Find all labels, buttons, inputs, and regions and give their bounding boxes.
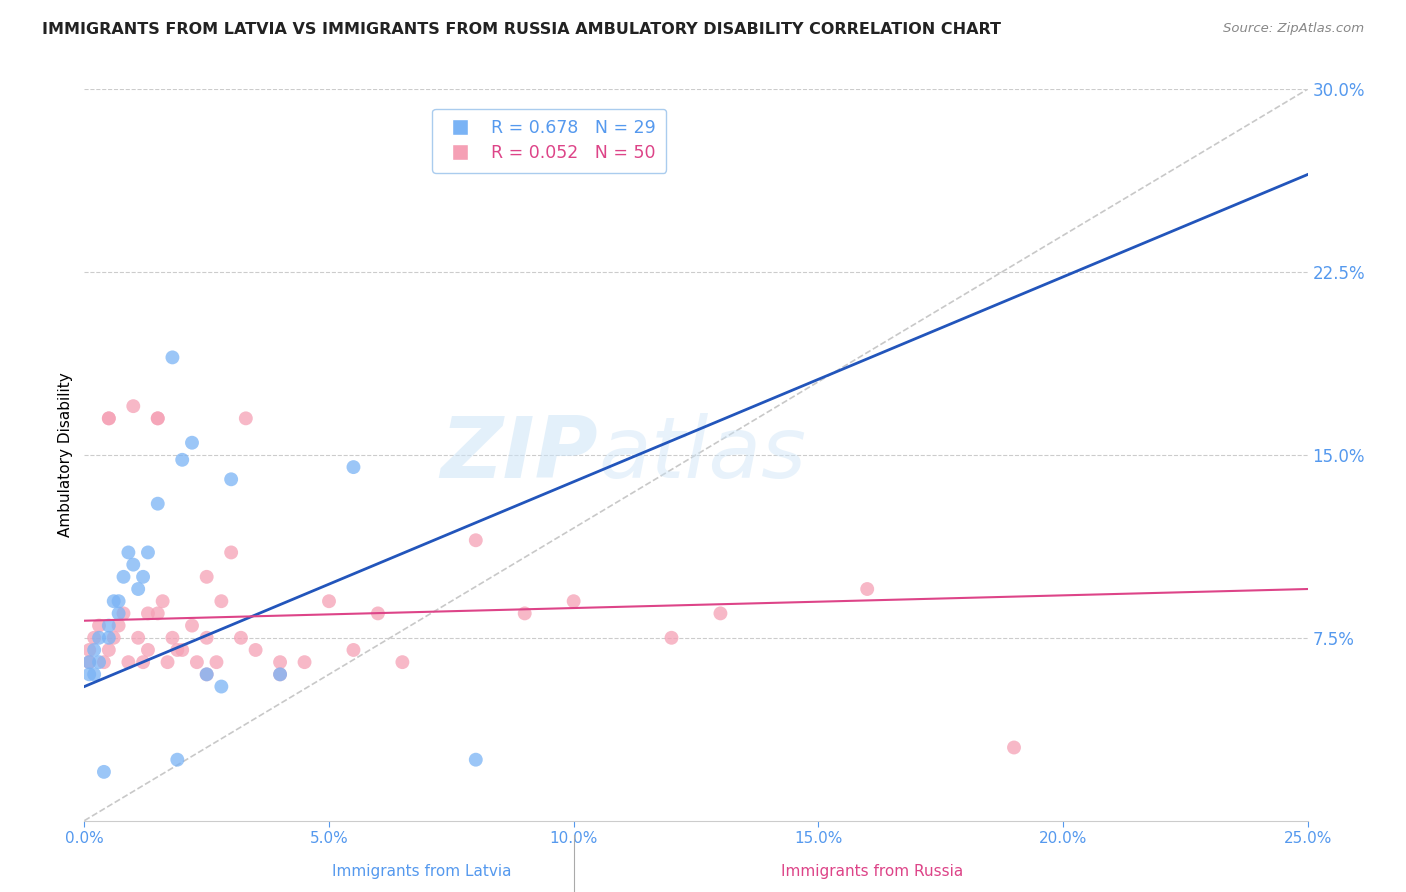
Point [229,631,252,645]
Legend: R = 0.678   N = 29, R = 0.052   N = 50: R = 0.678 N = 29, R = 0.052 N = 50 [432,109,666,173]
Point [464,753,486,767]
Point [269,667,291,681]
Point [122,399,145,413]
Point [87,618,110,632]
Point [122,558,145,572]
Point [93,764,115,779]
Point [107,607,129,621]
Point [77,667,100,681]
Point [209,594,232,608]
Text: Source: ZipAtlas.com: Source: ZipAtlas.com [1223,22,1364,36]
Text: Immigrants from Russia: Immigrants from Russia [780,864,963,879]
Text: atlas: atlas [598,413,806,497]
Point [112,570,135,584]
Point [127,582,149,596]
Text: Immigrants from Latvia: Immigrants from Latvia [332,864,512,879]
Point [136,607,159,621]
Point [97,618,120,632]
Point [186,655,208,669]
Point [97,411,120,425]
Point [97,631,120,645]
Point [181,618,204,632]
Point [146,607,169,621]
Point [146,497,169,511]
Point [391,655,413,669]
Point [112,607,135,621]
Point [181,435,204,450]
Point [103,594,125,608]
Point [107,618,129,632]
Point [83,667,105,681]
Point [166,643,188,657]
Point [146,411,169,425]
Point [856,582,879,596]
Point [77,655,100,669]
Point [162,631,184,645]
Point [83,643,105,657]
Point [156,655,179,669]
Point [235,411,257,425]
Point [367,607,389,621]
Point [77,655,100,669]
Point [562,594,585,608]
Point [87,631,110,645]
Point [97,411,120,425]
Point [209,680,232,694]
Point [132,570,155,584]
Point [342,643,364,657]
Point [166,753,188,767]
Point [464,533,486,548]
Point [709,607,731,621]
Text: IMMIGRANTS FROM LATVIA VS IMMIGRANTS FROM RUSSIA AMBULATORY DISABILITY CORRELATI: IMMIGRANTS FROM LATVIA VS IMMIGRANTS FRO… [42,22,1001,37]
Point [103,631,125,645]
Point [152,594,174,608]
Point [132,655,155,669]
Point [1002,740,1025,755]
Point [136,643,159,657]
Text: ZIP: ZIP [440,413,598,497]
Point [93,655,115,669]
Point [661,631,683,645]
Point [172,452,194,467]
Point [195,667,218,681]
Point [117,545,139,559]
Point [107,594,129,608]
Point [146,411,169,425]
Point [77,643,100,657]
Point [269,667,291,681]
Point [205,655,228,669]
Point [513,607,536,621]
Point [219,472,242,486]
Point [195,667,218,681]
Point [245,643,267,657]
Point [294,655,316,669]
Point [127,631,149,645]
Point [136,545,159,559]
Point [318,594,340,608]
Point [87,655,110,669]
Y-axis label: Ambulatory Disability: Ambulatory Disability [58,373,73,537]
Point [83,631,105,645]
Point [172,643,194,657]
Point [97,643,120,657]
Point [342,460,364,475]
Point [117,655,139,669]
Point [219,545,242,559]
Point [162,351,184,365]
Point [269,655,291,669]
Point [195,570,218,584]
Point [195,631,218,645]
